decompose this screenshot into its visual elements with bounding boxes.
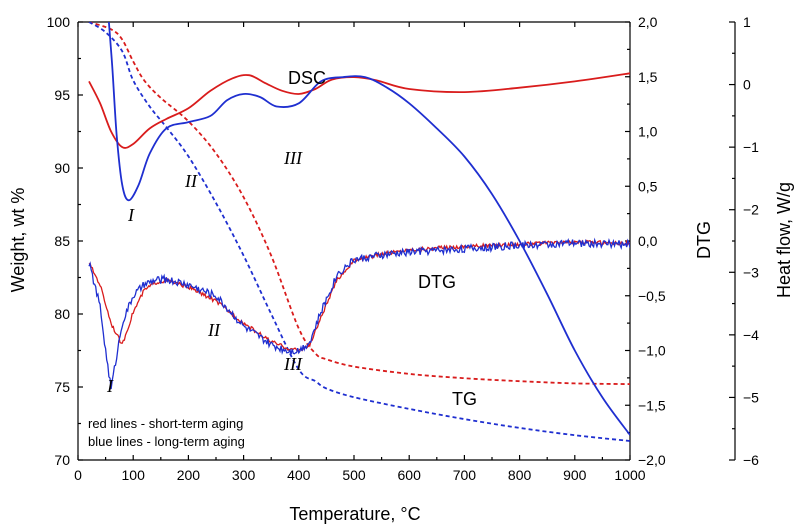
- right-tick-label: 2,0: [638, 14, 658, 30]
- right-tick-label: 0,0: [638, 233, 658, 249]
- right-tick-label: 0,5: [638, 178, 658, 194]
- left-tick-label: 80: [54, 306, 70, 322]
- note-long-term: blue lines - long-term aging: [88, 434, 245, 449]
- x-tick-label: 1000: [614, 467, 645, 483]
- dsc-long-term-line: [107, 22, 630, 436]
- tg-label: TG: [452, 389, 477, 409]
- x-tick-label: 700: [453, 467, 477, 483]
- left-tick-label: 75: [54, 379, 70, 395]
- x-tick-label: 500: [342, 467, 366, 483]
- dtg-region-iii-label: III: [283, 354, 303, 374]
- tick-labels: 0 100 200 300 400 500 600 700 800 900 100070758085…: [47, 14, 760, 483]
- x-axis-label: Temperature, °C: [289, 504, 420, 524]
- x-tick-label: 900: [563, 467, 587, 483]
- dtg-long-term-line: [88, 237, 630, 390]
- dsc-short-term-line: [88, 72, 630, 149]
- note-short-term: red lines - short-term aging: [88, 416, 243, 431]
- dsc-region-iii-label: III: [283, 148, 303, 168]
- tg-short-term-line: [88, 22, 630, 385]
- far-right-tick-label: −5: [743, 389, 759, 405]
- x-tick-label: 200: [177, 467, 201, 483]
- right-tick-label: −2,0: [638, 452, 666, 468]
- left-axis-label: Weight, wt %: [8, 188, 28, 293]
- left-tick-label: 100: [47, 14, 71, 30]
- dtg-label: DTG: [418, 272, 456, 292]
- left-tick-label: 95: [54, 87, 70, 103]
- right-tick-label: 1,0: [638, 124, 658, 140]
- right-tick-label: −1,0: [638, 343, 666, 359]
- x-tick-label: 300: [232, 467, 256, 483]
- dtg-region-ii-label: II: [207, 320, 221, 340]
- x-tick-label: 0: [74, 467, 82, 483]
- x-tick-label: 600: [398, 467, 422, 483]
- right-tick-label: −0,5: [638, 288, 666, 304]
- right-axis-label: DTG: [694, 221, 714, 259]
- far-right-tick-label: 0: [743, 77, 751, 93]
- x-tick-label: 800: [508, 467, 532, 483]
- far-right-tick-label: −6: [743, 452, 759, 468]
- far-right-axis-label: Heat flow, W/g: [774, 182, 794, 298]
- left-tick-label: 90: [54, 160, 70, 176]
- far-right-tick-label: −4: [743, 327, 759, 343]
- dsc-region-ii-label: II: [184, 171, 198, 191]
- series-lines: [88, 22, 630, 442]
- x-tick-label: 400: [287, 467, 311, 483]
- far-right-tick-label: −3: [743, 264, 759, 280]
- right-tick-label: 1,5: [638, 69, 658, 85]
- far-right-tick-label: −1: [743, 139, 759, 155]
- dsc-region-i-label: I: [127, 205, 135, 225]
- right-tick-label: −1,5: [638, 397, 666, 413]
- dtg-region-i-label: I: [106, 376, 114, 396]
- left-tick-label: 85: [54, 233, 70, 249]
- left-tick-label: 70: [54, 452, 70, 468]
- dsc-label: DSC: [288, 68, 326, 88]
- x-tick-label: 100: [122, 467, 146, 483]
- far-right-tick-label: 1: [743, 14, 751, 30]
- axes: [77, 21, 736, 461]
- far-right-tick-label: −2: [743, 202, 759, 218]
